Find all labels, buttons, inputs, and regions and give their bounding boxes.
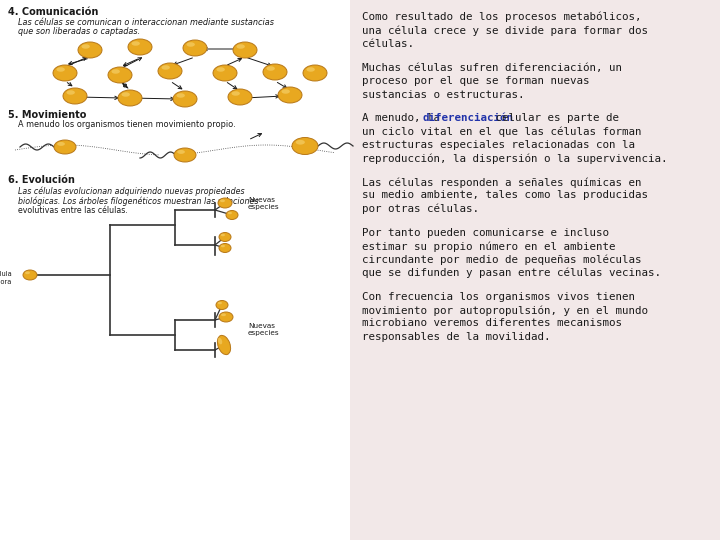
Ellipse shape xyxy=(173,91,197,107)
Ellipse shape xyxy=(228,89,252,105)
Ellipse shape xyxy=(307,68,315,72)
Ellipse shape xyxy=(219,312,233,322)
Text: proceso por el que se forman nuevas: proceso por el que se forman nuevas xyxy=(362,76,590,86)
Text: su medio ambiente, tales como las producidas: su medio ambiente, tales como las produc… xyxy=(362,191,648,200)
Ellipse shape xyxy=(56,68,65,72)
Bar xyxy=(0,0,350,540)
Ellipse shape xyxy=(25,272,30,274)
Ellipse shape xyxy=(174,148,196,162)
Ellipse shape xyxy=(161,65,170,70)
Ellipse shape xyxy=(213,65,237,81)
Ellipse shape xyxy=(108,67,132,83)
Text: una célula crece y se divide para formar dos: una célula crece y se divide para formar… xyxy=(362,25,648,36)
Text: celular es parte de: celular es parte de xyxy=(489,113,618,123)
Text: sustancias o estructuras.: sustancias o estructuras. xyxy=(362,90,524,99)
Text: biológicas. Los árboles filogenéticos muestran las relaciones: biológicas. Los árboles filogenéticos mu… xyxy=(18,196,258,206)
Ellipse shape xyxy=(232,91,240,96)
Ellipse shape xyxy=(220,199,225,202)
Ellipse shape xyxy=(177,150,185,154)
Ellipse shape xyxy=(263,64,287,80)
Text: que se difunden y pasan entre células vecinas.: que se difunden y pasan entre células ve… xyxy=(362,268,661,279)
Ellipse shape xyxy=(217,68,225,72)
Ellipse shape xyxy=(176,93,185,98)
Ellipse shape xyxy=(54,140,76,154)
Ellipse shape xyxy=(219,233,231,241)
Ellipse shape xyxy=(118,90,142,106)
Text: Las células evolucionan adquiriendo nuevas propiedades: Las células evolucionan adquiriendo nuev… xyxy=(18,186,245,195)
Text: Como resultado de los procesos metabólicos,: Como resultado de los procesos metabólic… xyxy=(362,12,642,23)
Ellipse shape xyxy=(132,41,140,46)
Ellipse shape xyxy=(219,244,231,253)
Ellipse shape xyxy=(183,40,207,56)
Text: Nuevas
especies: Nuevas especies xyxy=(248,323,279,336)
Text: diferenciación: diferenciación xyxy=(423,113,514,123)
Ellipse shape xyxy=(158,63,182,79)
Ellipse shape xyxy=(57,142,65,146)
Text: Las células responden a señales químicas en: Las células responden a señales químicas… xyxy=(362,177,642,187)
Text: Las células se comunican o interaccionan mediante sustancias: Las células se comunican o interaccionan… xyxy=(18,18,274,27)
Text: Célula
antecesora: Célula antecesora xyxy=(0,272,12,285)
Text: Por tanto pueden comunicarse e incluso: Por tanto pueden comunicarse e incluso xyxy=(362,227,609,238)
Text: un ciclo vital en el que las células forman: un ciclo vital en el que las células for… xyxy=(362,126,642,137)
Ellipse shape xyxy=(112,69,120,74)
Ellipse shape xyxy=(128,39,152,55)
Ellipse shape xyxy=(66,90,75,94)
Bar xyxy=(350,0,720,540)
Ellipse shape xyxy=(226,211,238,219)
Text: A menudo, la: A menudo, la xyxy=(362,113,446,123)
Text: estimar su propio número en el ambiente: estimar su propio número en el ambiente xyxy=(362,241,616,252)
Text: células.: células. xyxy=(362,39,414,49)
Ellipse shape xyxy=(236,44,245,49)
Ellipse shape xyxy=(122,92,130,97)
Ellipse shape xyxy=(186,42,195,47)
Text: por otras células.: por otras células. xyxy=(362,204,479,214)
Ellipse shape xyxy=(81,44,90,49)
Text: evolutivas entre las células.: evolutivas entre las células. xyxy=(18,206,128,215)
Ellipse shape xyxy=(218,198,232,208)
Ellipse shape xyxy=(228,212,232,214)
Ellipse shape xyxy=(278,87,302,103)
Ellipse shape xyxy=(221,234,225,237)
Text: 5. Movimiento: 5. Movimiento xyxy=(8,110,86,120)
Ellipse shape xyxy=(23,270,37,280)
Ellipse shape xyxy=(296,140,305,145)
Text: circundante por medio de pequeñas moléculas: circundante por medio de pequeñas molécu… xyxy=(362,254,642,265)
Text: que son liberadas o captadas.: que son liberadas o captadas. xyxy=(18,27,140,36)
Ellipse shape xyxy=(266,66,275,71)
Text: 6. Evolución: 6. Evolución xyxy=(8,175,75,185)
Text: microbiano veremos diferentes mecanismos: microbiano veremos diferentes mecanismos xyxy=(362,319,622,328)
Ellipse shape xyxy=(53,65,77,81)
Ellipse shape xyxy=(217,338,222,345)
Text: responsables de la movilidad.: responsables de la movilidad. xyxy=(362,332,551,342)
Text: A menudo los organismos tienen movimiento propio.: A menudo los organismos tienen movimient… xyxy=(18,120,235,129)
Ellipse shape xyxy=(282,89,290,94)
Ellipse shape xyxy=(217,302,222,304)
Text: Con frecuencia los organismos vivos tienen: Con frecuencia los organismos vivos tien… xyxy=(362,292,635,301)
Text: movimiento por autopropulsión, y en el mundo: movimiento por autopropulsión, y en el m… xyxy=(362,305,648,315)
Text: 4. Comunicación: 4. Comunicación xyxy=(8,7,99,17)
Ellipse shape xyxy=(303,65,327,81)
Text: reproducción, la dispersión o la supervivencia.: reproducción, la dispersión o la supervi… xyxy=(362,153,667,164)
Ellipse shape xyxy=(216,300,228,309)
Ellipse shape xyxy=(63,88,87,104)
Ellipse shape xyxy=(78,42,102,58)
Ellipse shape xyxy=(221,245,225,247)
Text: Nuevas
especies: Nuevas especies xyxy=(248,197,279,210)
Ellipse shape xyxy=(221,313,226,316)
Ellipse shape xyxy=(233,42,257,58)
Ellipse shape xyxy=(217,335,230,355)
Text: estructuras especiales relacionadas con la: estructuras especiales relacionadas con … xyxy=(362,140,635,150)
Text: Muchas células sufren diferenciación, un: Muchas células sufren diferenciación, un xyxy=(362,63,622,72)
Ellipse shape xyxy=(292,138,318,154)
